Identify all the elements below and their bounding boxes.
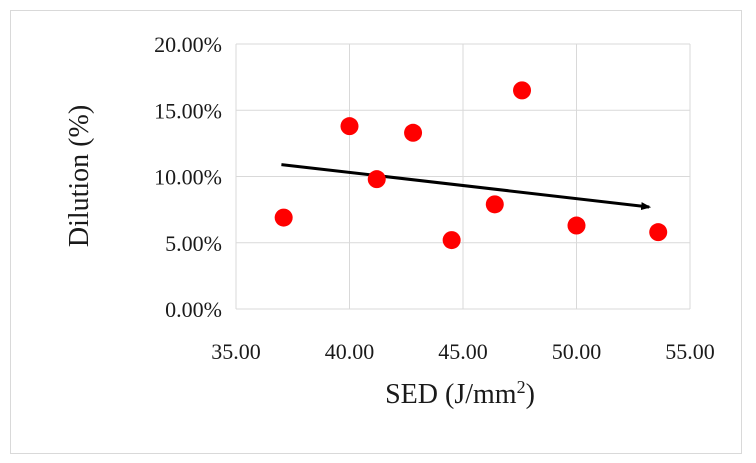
data-point [513,81,532,100]
trend-layer [281,163,652,211]
x-tick-label: 50.00 [552,339,602,364]
y-tick-labels: 0.00% 5.00% 10.00% 15.00% 20.00% [154,32,222,322]
data-point [274,208,293,227]
y-axis-label: Dilution (%) [64,105,95,247]
x-axis-label-superscript: 2 [517,377,526,397]
data-point [442,231,461,250]
y-tick-label: 5.00% [165,231,222,256]
data-point [340,117,359,136]
y-tick-label: 10.00% [154,165,222,190]
y-tick-label: 15.00% [154,98,222,123]
data-point [485,195,504,214]
x-axis-label-text: SED (J/mm [385,379,517,410]
trend-arrow [281,163,652,211]
data-point [367,170,386,189]
x-tick-labels: 35.00 40.00 45.00 50.00 55.00 [211,339,715,364]
x-tick-label: 55.00 [665,339,715,364]
x-tick-label: 45.00 [438,339,488,364]
x-axis-label-suffix: ) [526,379,535,410]
data-point [567,216,586,235]
y-tick-label: 0.00% [165,297,222,322]
gridlines [235,43,691,310]
data-point [404,123,423,142]
y-tick-label: 20.00% [154,32,222,57]
x-axis-label: SED (J/mm2) [385,377,535,410]
x-tick-label: 40.00 [325,339,375,364]
chart-frame [10,10,742,454]
x-tick-label: 35.00 [211,339,261,364]
data-points [274,81,668,250]
data-point [649,223,668,242]
